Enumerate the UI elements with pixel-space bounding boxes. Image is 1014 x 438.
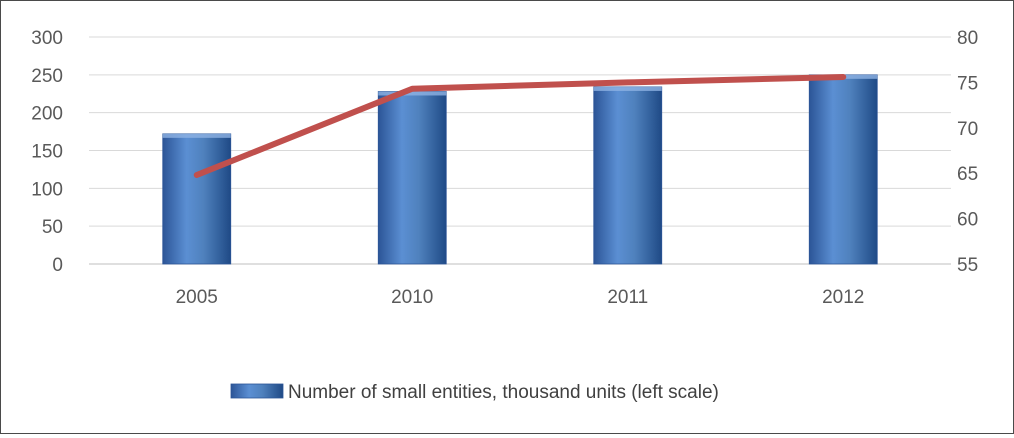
left-tick-label: 150 [31, 142, 63, 163]
left-tick-label: 300 [31, 28, 63, 49]
right-tick-label: 70 [957, 119, 978, 140]
left-tick-label: 50 [42, 217, 63, 238]
gridlines [89, 36, 951, 265]
x-tick-label: 2005 [176, 287, 218, 308]
right-tick-label: 60 [957, 210, 978, 231]
bar [377, 91, 447, 265]
left-tick-label: 100 [31, 179, 63, 200]
left-axis: 0 50 100 150 200 250 300 [31, 28, 63, 276]
legend: Number of small entities, thousand units… [230, 382, 719, 403]
bar-top-highlight [378, 91, 447, 96]
line-series [193, 73, 847, 179]
left-tick-label: 200 [31, 104, 63, 125]
left-tick-label: 0 [52, 255, 63, 276]
right-tick-label: 75 [957, 73, 978, 94]
bar [162, 133, 232, 265]
x-tick-label: 2011 [607, 287, 648, 308]
x-axis: 2005 2010 2011 2012 [176, 287, 865, 308]
right-axis: 55 60 65 70 75 80 [957, 28, 978, 276]
left-tick-label: 250 [31, 66, 63, 87]
line-series-path [193, 73, 847, 179]
legend-label: Number of small entities, thousand units… [288, 382, 719, 403]
right-tick-label: 80 [957, 28, 978, 49]
bar-top-highlight [162, 133, 231, 138]
legend-swatch [230, 383, 284, 399]
x-tick-label: 2010 [391, 287, 433, 308]
right-tick-label: 55 [957, 255, 978, 276]
bar [593, 86, 663, 265]
bar [808, 74, 878, 265]
bar-top-highlight [593, 86, 662, 91]
right-tick-label: 65 [957, 164, 978, 185]
x-tick-label: 2012 [822, 287, 864, 308]
bar-series [162, 74, 878, 265]
